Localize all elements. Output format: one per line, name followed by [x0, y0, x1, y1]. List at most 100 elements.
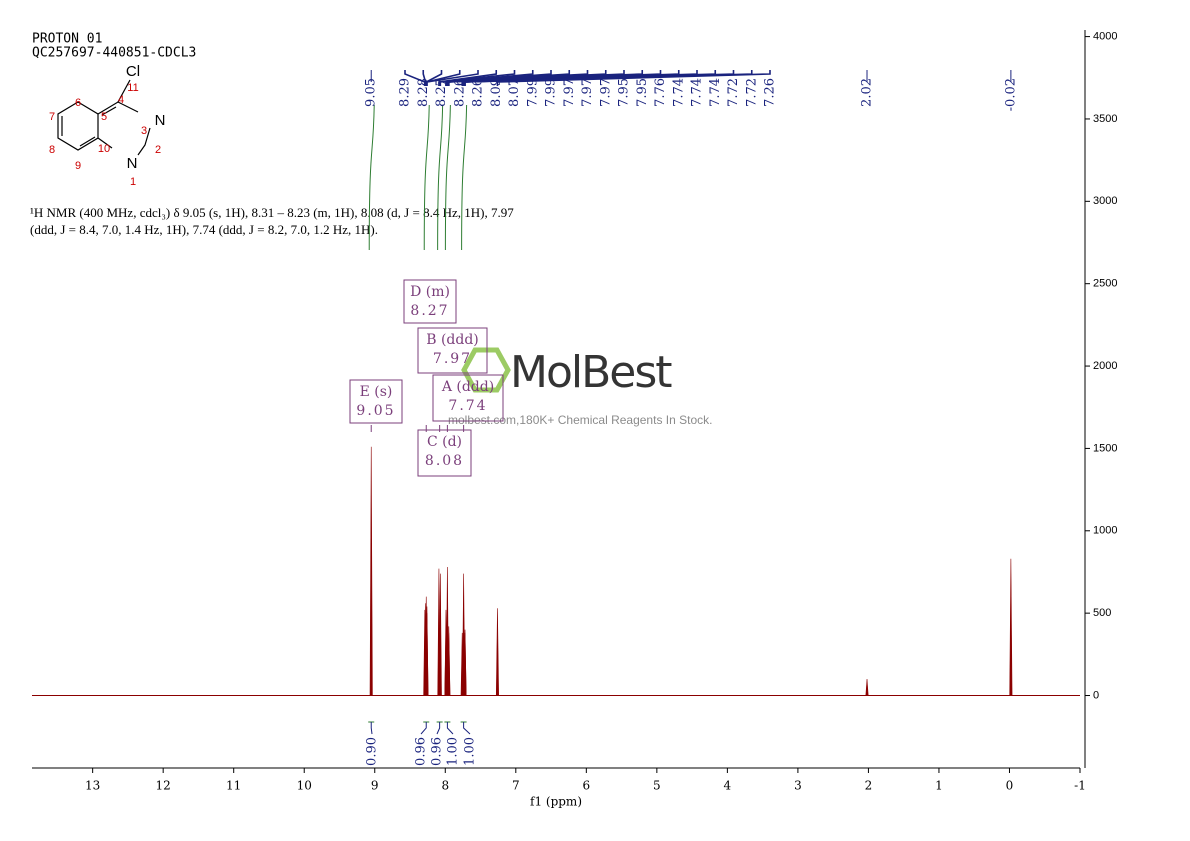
peak [425, 613, 429, 696]
y-tick-label: 1500 [1093, 442, 1117, 454]
x-tick-label: 2 [865, 779, 873, 793]
integral-leader [420, 722, 427, 735]
x-tick-label: 12 [156, 779, 171, 793]
integral-leader [463, 722, 471, 735]
x-tick-label: 0 [1006, 779, 1014, 793]
x-tick-label: 11 [226, 779, 241, 793]
integral-curve [437, 104, 444, 251]
watermark: MolBest molbest.com,180K+ Chemical Reage… [448, 347, 712, 427]
peak [369, 446, 373, 696]
atom-number: 5 [101, 111, 107, 123]
x-tick-label: 5 [653, 779, 661, 793]
x-tick-label: 9 [371, 779, 379, 793]
multiplet-label: C (d) [427, 434, 462, 450]
multiplet-shift: 7.97 [433, 351, 472, 367]
x-tick-label: 7 [512, 779, 520, 793]
atom-number: 8 [49, 144, 55, 156]
peak-label: 8.07 [507, 78, 522, 107]
peak-label: 8.09 [489, 78, 504, 107]
peak [438, 573, 442, 696]
peak-label: 7.97 [598, 78, 613, 107]
x-axis-label: f1 (ppm) [530, 795, 582, 809]
integral-leader [446, 722, 454, 735]
peak-label: 7.74 [690, 78, 705, 107]
atom-number: 10 [98, 143, 110, 155]
peak [495, 608, 499, 696]
multiplet-shift: 7.74 [448, 398, 487, 414]
integral-label: 0.96 [414, 737, 429, 766]
spacer [30, 96, 31, 97]
peak-label-leader [439, 70, 516, 86]
multiplet-shift: 9.05 [356, 403, 395, 419]
integral-curve [423, 104, 430, 251]
atom-number: 4 [118, 94, 124, 106]
multiplet-box [417, 327, 488, 374]
title: QC257697-440851-CDCL3 [32, 46, 196, 61]
peak-label: 8.26 [471, 78, 486, 107]
description: ¹H NMR (400 MHz, cdcl₃) δ 9.05 (s, 1H), … [30, 205, 514, 220]
molecule [57, 79, 151, 156]
peak-label: 7.72 [744, 78, 759, 107]
peak-label: 7.99 [544, 78, 559, 107]
bond [97, 137, 113, 149]
integral-curve [368, 104, 375, 251]
peak-label: 7.99 [525, 78, 540, 107]
peak [865, 679, 869, 696]
y-tick-label: 500 [1093, 607, 1111, 619]
bond [101, 106, 117, 116]
bond [117, 79, 131, 103]
y-tick-label: 3500 [1093, 113, 1117, 125]
bond [57, 101, 99, 151]
multiplet-label: D (m) [410, 284, 450, 300]
y-tick-label: 0 [1093, 689, 1099, 701]
atom-label: N [127, 155, 138, 172]
multiplet-box [349, 379, 403, 424]
peak-label: 7.74 [708, 78, 723, 107]
peak-label: -0.02 [1003, 78, 1018, 111]
y-tick-label: 1000 [1093, 525, 1117, 537]
integral-label: 1.00 [446, 737, 461, 766]
y-tick-label: 4000 [1093, 30, 1117, 42]
peak [447, 626, 451, 696]
x-tick-label: 3 [794, 779, 802, 793]
atom-label: Cl [126, 63, 140, 80]
peak-label: 7.97 [562, 78, 577, 107]
peak-label: 9.05 [364, 78, 379, 107]
bond [79, 136, 96, 147]
atom-number: 2 [155, 144, 161, 156]
peak-label: 2.02 [860, 78, 875, 107]
watermark-text: molbest.com,180K+ Chemical Reagents In S… [448, 413, 712, 427]
peak-label: 7.76 [653, 78, 668, 107]
x-tick-label: 6 [583, 779, 591, 793]
peak-label: 7.97 [580, 78, 595, 107]
integral-leader [370, 722, 373, 735]
peak-label: 7.72 [726, 78, 741, 107]
watermark-name: MolBest [510, 347, 672, 398]
peak-label-leader [496, 70, 771, 86]
peak-label: 7.74 [671, 78, 686, 107]
multiplet-shift: 8.27 [410, 303, 449, 319]
atom-number: 1 [130, 176, 136, 188]
atom-label: N [155, 112, 166, 129]
integral-label: 0.96 [430, 737, 445, 766]
multiplet-box [403, 279, 457, 324]
logo [461, 347, 511, 393]
peak-label-leader [426, 70, 479, 86]
peak [463, 632, 467, 696]
peak-label: 7.95 [635, 78, 650, 107]
integral-leader [436, 722, 441, 735]
y-tick-label: 2000 [1093, 360, 1117, 372]
x-tick-label: 4 [724, 779, 732, 793]
x-tick-label: 1 [935, 779, 943, 793]
atom-number: 11 [127, 82, 138, 94]
peak-label: 7.95 [617, 78, 632, 107]
multiplet-shift: 8.08 [425, 453, 464, 469]
bond [137, 127, 151, 156]
atom-number: 9 [75, 160, 81, 172]
x-tick-label: 13 [85, 779, 100, 793]
multiplet-label: B (ddd) [426, 332, 479, 348]
y-tick-label: 2500 [1093, 278, 1117, 290]
integral-curve [461, 104, 468, 251]
title: PROTON 01 [32, 32, 102, 47]
